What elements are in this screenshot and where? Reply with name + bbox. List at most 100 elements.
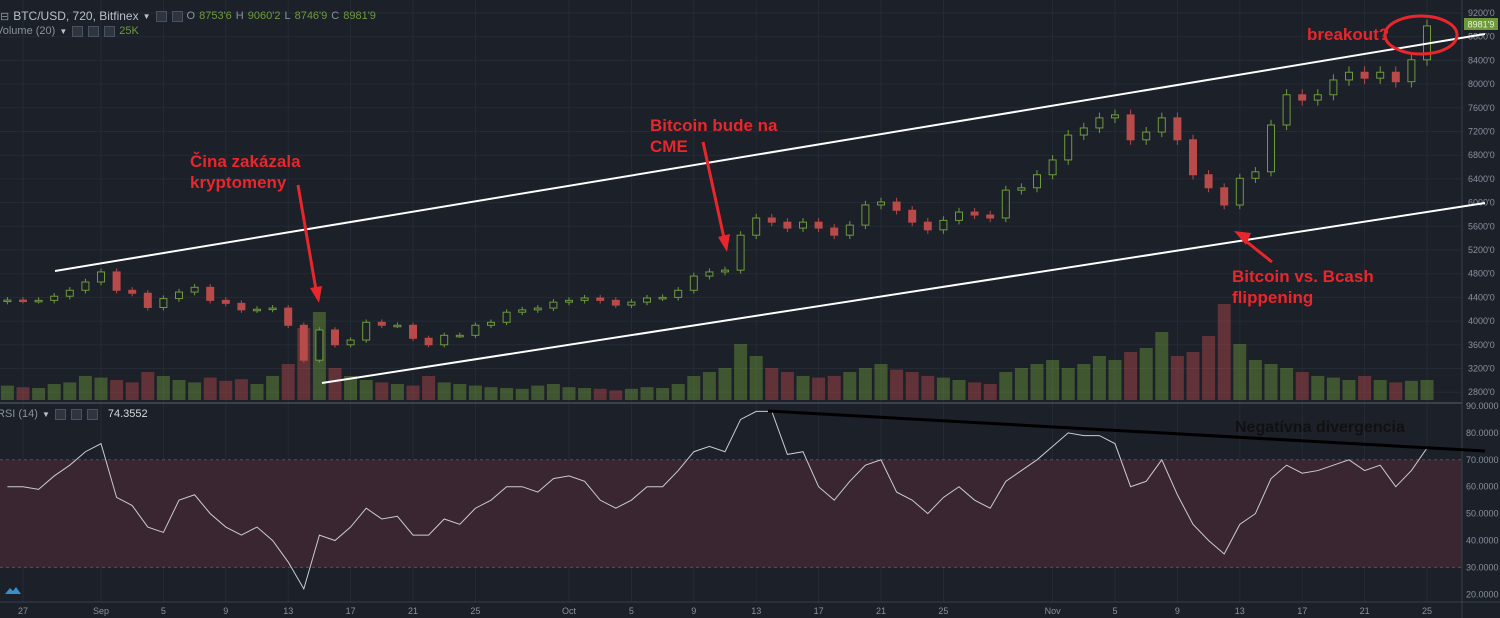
time-tick-label: 27 xyxy=(18,606,28,616)
volume-bar xyxy=(656,388,670,400)
volume-bar xyxy=(406,385,420,400)
volume-bar xyxy=(359,380,373,400)
price-tick-label: 8400'0 xyxy=(1468,55,1495,65)
volume-bar xyxy=(562,387,576,400)
candle-up xyxy=(362,321,371,341)
time-tick-label: 25 xyxy=(470,606,480,616)
volume-bar xyxy=(1389,382,1403,400)
chevron-down-icon[interactable]: ▼ xyxy=(142,11,151,21)
volume-bar xyxy=(1092,356,1106,400)
volume-bar xyxy=(983,384,997,400)
candle-up xyxy=(643,297,651,303)
candle-up xyxy=(34,299,43,303)
candle-up xyxy=(658,296,667,300)
volume-bar xyxy=(936,377,950,400)
eye-icon[interactable] xyxy=(88,25,100,37)
volume-bar xyxy=(593,388,607,400)
candle-up xyxy=(877,201,885,206)
volume-title[interactable]: Volume (20) xyxy=(0,25,56,37)
volume-bar xyxy=(1295,372,1309,400)
time-tick-label: Nov xyxy=(1045,606,1062,616)
candle-up xyxy=(689,275,698,291)
candle-down xyxy=(112,271,121,291)
rsi-line xyxy=(7,410,1428,591)
candle-up xyxy=(97,271,105,283)
volume-value: 25K xyxy=(119,25,139,37)
tradingview-logo-icon[interactable] xyxy=(5,586,21,594)
close-icon[interactable] xyxy=(86,408,98,420)
volume-bar xyxy=(344,376,358,400)
settings-icon[interactable] xyxy=(155,10,167,22)
candle-up xyxy=(799,221,807,229)
rsi-divergence-line[interactable] xyxy=(767,409,1486,453)
volume-bar xyxy=(1046,360,1060,400)
time-tick-label: 13 xyxy=(751,606,761,616)
rsi-axis[interactable]: 90.0000 80.0000 70.0000 60.0000 50.0000 40.00… xyxy=(1466,401,1499,599)
candle-up xyxy=(1313,94,1322,101)
volume-bar xyxy=(1311,376,1325,400)
rsi-tick-label: 20.0000 xyxy=(1466,589,1499,599)
volume-bar xyxy=(468,385,482,400)
annotation-divergence: Negatívna divergencia xyxy=(1235,419,1405,436)
rsi-title[interactable]: RSI (14) xyxy=(0,408,38,420)
price-tick-label: 6400'0 xyxy=(1468,174,1495,184)
candle-down xyxy=(299,324,308,361)
last-price-text: 8981'9 xyxy=(1468,20,1495,30)
volume-bar xyxy=(188,382,202,400)
collapse-icon[interactable]: ⊟ xyxy=(0,10,10,23)
lower-trendline[interactable] xyxy=(321,202,1486,384)
volume-bar xyxy=(500,388,514,400)
candle-up xyxy=(580,297,589,301)
time-tick-label: 9 xyxy=(1175,606,1180,616)
candle-up xyxy=(939,219,948,231)
eye-icon[interactable] xyxy=(171,10,183,22)
price-tick-label: 6800'0 xyxy=(1468,150,1495,160)
close-icon[interactable] xyxy=(104,25,116,37)
breakout-circle[interactable] xyxy=(1383,14,1459,56)
candle-up xyxy=(565,299,573,303)
candle-up xyxy=(549,301,558,309)
chevron-down-icon[interactable]: ▼ xyxy=(41,409,50,419)
volume-bar xyxy=(156,376,170,400)
upper-trendline[interactable] xyxy=(54,33,1486,272)
candle-up xyxy=(1111,114,1119,119)
volume-bar xyxy=(1233,344,1247,400)
candle-up xyxy=(705,271,714,277)
annotation-bcash-line1: Bitcoin vs. Bcash xyxy=(1232,267,1374,286)
settings-icon[interactable] xyxy=(72,25,84,37)
volume-bar xyxy=(328,368,342,400)
time-tick-label: 17 xyxy=(346,606,356,616)
candle-up xyxy=(268,307,277,311)
candle-up xyxy=(1345,71,1353,81)
settings-icon[interactable] xyxy=(54,408,66,420)
candle-down xyxy=(986,214,995,219)
volume-legend[interactable]: Volume (20) ▼ 25K xyxy=(0,25,139,37)
high-label: H xyxy=(235,10,244,22)
symbol-title[interactable]: BTC/USD, 720, Bitfinex xyxy=(13,9,139,23)
volume-bar xyxy=(1248,360,1262,400)
candle-down xyxy=(1391,71,1400,83)
rsi-tick-label: 40.0000 xyxy=(1466,536,1499,546)
price-tick-label: 8000'0 xyxy=(1468,79,1495,89)
candle-up xyxy=(1095,117,1104,129)
time-axis[interactable]: 27 Sep 5 9 13 17 21 25 Oct 5 9 13 17 21 25 Nov 5 9 13 17 21 2… xyxy=(18,606,1432,616)
candle-up xyxy=(455,334,464,338)
candle-up xyxy=(253,308,261,312)
candle-up xyxy=(1251,171,1260,179)
volume-bar xyxy=(172,380,186,400)
candle-down xyxy=(611,299,620,306)
price-tick-label: 4400'0 xyxy=(1468,292,1495,302)
candle-down xyxy=(908,209,917,223)
candle-down xyxy=(128,289,137,294)
candle-up xyxy=(1033,174,1041,189)
rsi-tick-label: 30.0000 xyxy=(1466,562,1499,572)
candle-up xyxy=(752,217,761,236)
candle-up xyxy=(175,291,183,300)
close-value: 8981'9 xyxy=(343,10,376,22)
rsi-legend[interactable]: RSI (14) ▼ 74.3552 xyxy=(0,408,148,420)
candle-up xyxy=(471,324,480,336)
symbol-legend[interactable]: ⊟ BTC/USD, 720, Bitfinex ▼ O 8753'6 H 9060… xyxy=(0,9,376,23)
eye-icon[interactable] xyxy=(70,408,82,420)
chevron-down-icon[interactable]: ▼ xyxy=(59,26,68,36)
